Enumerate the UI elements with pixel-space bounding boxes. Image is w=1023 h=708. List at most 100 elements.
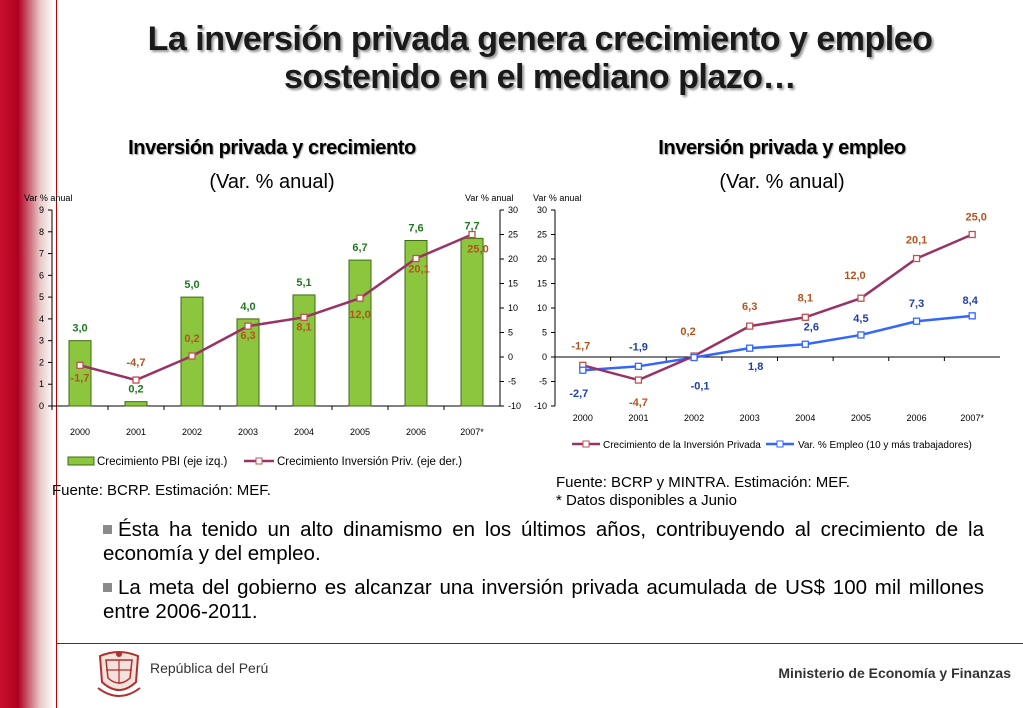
investment-label: 20,1 (408, 264, 429, 276)
legend-employment-label: Var. % Empleo (10 y más trabajadores) (798, 440, 972, 451)
left-chart-source: Fuente: BCRP. Estimación: MEF. (52, 482, 271, 499)
x-tick-label: 2006 (406, 427, 426, 437)
pbi-bar-label: 7,7 (464, 220, 479, 232)
legend-investment-marker (582, 440, 590, 448)
investment-marker (76, 361, 84, 369)
employment-label: -2,7 (569, 388, 588, 400)
investment-marker (746, 322, 754, 330)
investment-marker (188, 352, 196, 360)
employment-label: 1,8 (748, 361, 763, 373)
investment-label: -1,7 (71, 372, 90, 384)
left-chart-subheading: (Var. % anual) (209, 171, 335, 193)
bullet-item: Ésta ha tenido un alto dinamismo en los … (103, 518, 984, 566)
employment-marker (857, 331, 865, 339)
x-tick-label: 2002 (684, 413, 704, 423)
y-tick-label: 10 (537, 303, 547, 313)
x-tick-label: 2000 (573, 413, 593, 423)
right-axis-title: Var % anual (465, 193, 513, 203)
left-red-band (0, 0, 54, 708)
left-tick-label: 6 (39, 270, 44, 280)
investment-marker (468, 230, 476, 239)
x-tick-label: 2004 (795, 413, 815, 423)
bullet-text: Ésta ha tenido un alto dinamismo en los … (103, 518, 984, 565)
right-chart-subheading: (Var. % anual) (719, 171, 845, 193)
pbi-bar-label: 6,7 (352, 242, 367, 254)
investment-marker (244, 322, 252, 330)
right-chart-heading: Inversión privada y empleo (658, 137, 906, 159)
pbi-bar (236, 318, 260, 407)
legend-pbi-label: Crecimiento PBI (eje izq.) (97, 456, 228, 468)
legend-investment-label: Crecimiento de la Inversión Privada (603, 440, 761, 451)
right-tick-label: -5 (508, 377, 516, 387)
right-tick-label: 25 (508, 230, 518, 240)
x-tick-label: 2001 (126, 427, 146, 437)
pbi-bar-label: 0,2 (128, 384, 143, 396)
left-tick-label: 2 (39, 357, 44, 367)
pbi-bar (68, 340, 92, 407)
employment-marker (746, 344, 754, 352)
legend-investment-label: Crecimiento Inversión Priv. (eje der.) (277, 456, 462, 468)
y-tick-label: 25 (537, 230, 547, 240)
investment-line (582, 233, 973, 382)
y-tick-label: 15 (537, 279, 547, 289)
x-tick-label: 2007* (960, 413, 984, 423)
bullet-square-icon (103, 525, 112, 534)
employment-label: 7,3 (909, 298, 924, 310)
pbi-bar-label: 4,0 (240, 301, 255, 313)
x-tick-label: 2000 (70, 427, 90, 437)
left-tick-label: 8 (39, 227, 44, 237)
employment-label: -0,1 (691, 380, 710, 392)
pbi-bar-label: 5,0 (184, 279, 199, 291)
investment-growth-chart: Var % anual Var % anual 0 1 2 3 4 5 6 7 8 9 -10 -5 0 5 1… (24, 193, 521, 468)
left-tick-label: 0 (39, 401, 44, 411)
legend-pbi-swatch (67, 456, 95, 466)
legend-employment-marker (776, 440, 784, 448)
pbi-bar (348, 259, 372, 407)
legend-investment-marker (255, 457, 263, 465)
slide-title: La inversión privada genera crecimiento … (147, 20, 933, 96)
pbi-bar (404, 239, 428, 407)
right-tick-label: 15 (508, 279, 518, 289)
investment-label: 25,0 (467, 244, 488, 256)
investment-marker (132, 376, 140, 384)
employment-marker (579, 366, 587, 374)
pbi-bar (124, 401, 148, 407)
footer-divider (56, 643, 1023, 644)
left-tick-label: 4 (39, 314, 44, 324)
right-tick-label: 10 (508, 303, 518, 313)
employment-marker (690, 353, 698, 362)
pbi-bar-label: 3,0 (72, 323, 87, 335)
x-tick-label: 2005 (350, 427, 370, 437)
left-tick-label: 7 (39, 249, 44, 259)
x-tick-label: 2004 (294, 427, 314, 437)
left-chart-heading: Inversión privada y crecimiento (128, 137, 416, 159)
investment-label: 25,0 (965, 212, 986, 224)
right-chart-note: * Datos disponibles a Junio (556, 492, 737, 509)
investment-marker (801, 313, 809, 321)
left-axis-title: Var % anual (24, 193, 72, 203)
pbi-bar-label: 5,1 (296, 277, 311, 289)
x-tick-label: 2005 (851, 413, 871, 423)
pbi-bar (292, 294, 316, 407)
right-tick-label: 20 (508, 254, 518, 264)
investment-marker (412, 254, 420, 263)
y-tick-label: 20 (537, 254, 547, 264)
employment-label: 2,6 (804, 321, 819, 333)
y-tick-label: 0 (542, 352, 547, 362)
left-tick-label: 3 (39, 336, 44, 346)
investment-marker (356, 294, 364, 302)
right-tick-label: 30 (508, 205, 518, 215)
investment-label: 6,3 (742, 301, 757, 313)
bullet-text: La meta del gobierno es alcanzar una inv… (103, 576, 984, 623)
x-tick-label: 2001 (628, 413, 648, 423)
employment-marker (801, 340, 809, 348)
investment-label: -4,7 (127, 357, 146, 369)
x-tick-label: 2002 (182, 427, 202, 437)
investment-marker (968, 230, 976, 239)
employment-line (582, 314, 973, 372)
x-tick-label: 2007* (460, 427, 484, 437)
x-tick-label: 2003 (238, 427, 258, 437)
investment-marker (857, 294, 865, 302)
right-chart-source: Fuente: BCRP y MINTRA. Estimación: MEF. (556, 474, 850, 491)
right-tick-label: -10 (508, 401, 521, 411)
